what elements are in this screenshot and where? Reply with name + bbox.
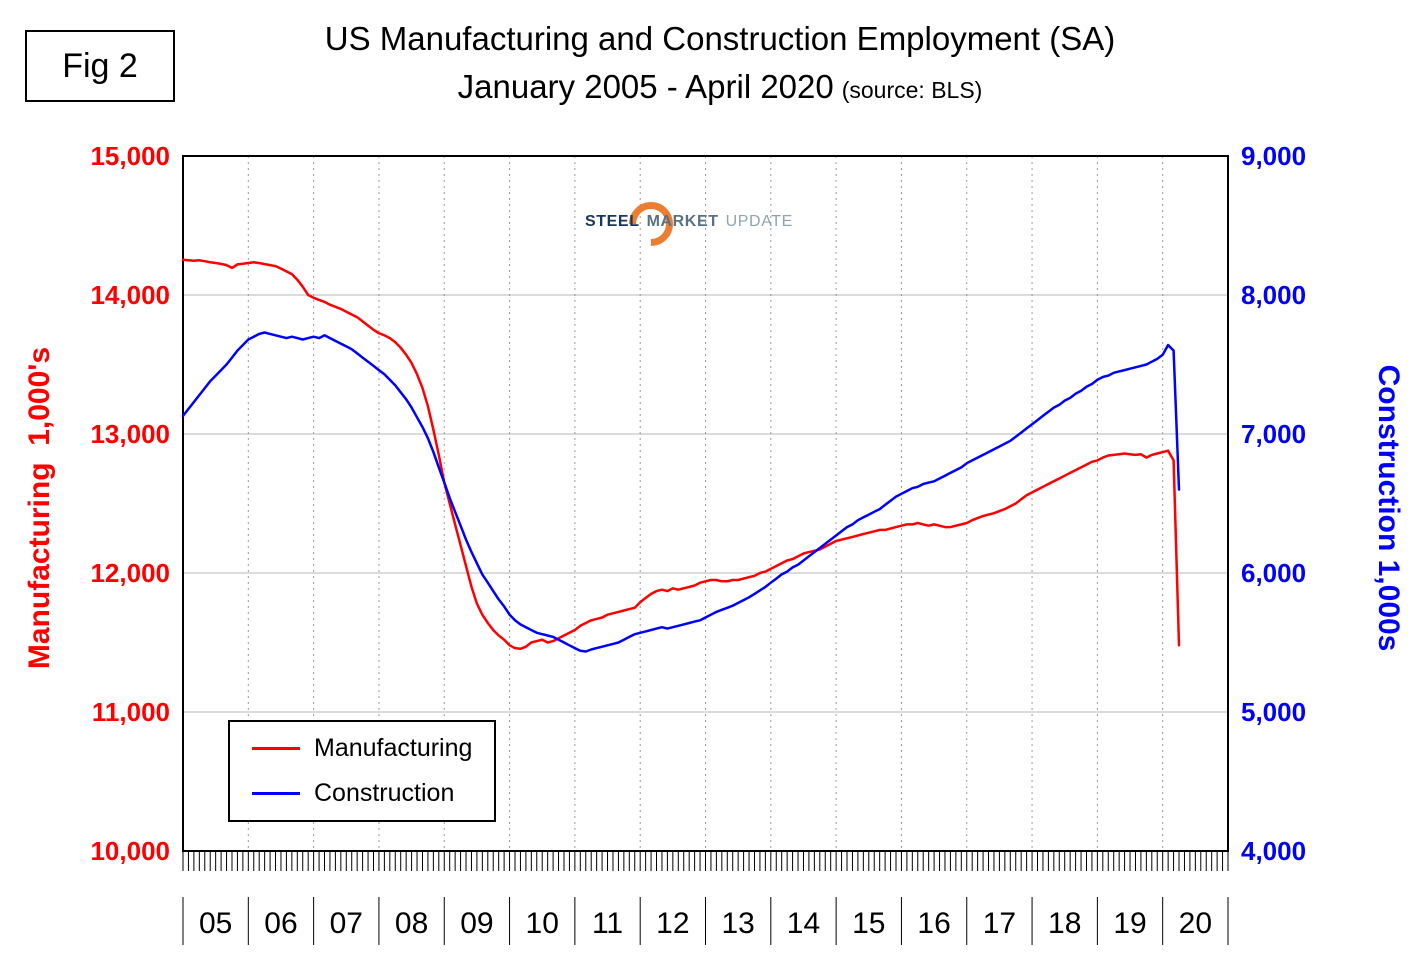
svg-text:18: 18: [1048, 907, 1081, 940]
logo-word-update: UPDATE: [725, 213, 793, 230]
svg-text:09: 09: [460, 907, 493, 940]
figure-label-box: Fig 2: [25, 30, 175, 102]
svg-text:13,000: 13,000: [90, 419, 170, 449]
svg-text:11,000: 11,000: [92, 697, 170, 727]
legend: Manufacturing Construction: [228, 720, 496, 822]
svg-text:15: 15: [852, 907, 885, 940]
manufacturing-line-sample: [252, 747, 300, 750]
svg-text:20: 20: [1179, 907, 1212, 940]
svg-text:6,000: 6,000: [1241, 558, 1306, 588]
chart-source: (source: BLS): [841, 77, 983, 103]
svg-text:15,000: 15,000: [90, 141, 170, 171]
svg-text:14: 14: [787, 907, 820, 940]
logo-word-steel: STEEL: [585, 213, 640, 230]
construction-line-sample: [252, 792, 300, 795]
logo-word-market: MARKET: [646, 213, 719, 230]
svg-text:10: 10: [526, 907, 559, 940]
svg-text:9,000: 9,000: [1241, 141, 1306, 171]
legend-item-manufacturing: Manufacturing: [252, 734, 494, 763]
svg-text:08: 08: [395, 907, 428, 940]
svg-text:17: 17: [983, 907, 1016, 940]
svg-text:4,000: 4,000: [1241, 836, 1306, 866]
svg-text:19: 19: [1113, 907, 1146, 940]
svg-text:14,000: 14,000: [90, 280, 170, 310]
svg-text:7,000: 7,000: [1241, 419, 1306, 449]
legend-label-construction: Construction: [314, 779, 455, 807]
svg-text:06: 06: [264, 907, 297, 940]
chart-title-block: US Manufacturing and Construction Employ…: [30, 20, 1410, 106]
chart-title-line1: US Manufacturing and Construction Employ…: [324, 20, 1116, 57]
svg-text:11: 11: [592, 907, 623, 940]
steel-market-update-logo: STEEL MARKET UPDATE: [585, 192, 793, 256]
legend-label-manufacturing: Manufacturing: [314, 734, 473, 762]
legend-item-construction: Construction: [252, 779, 494, 808]
svg-text:10,000: 10,000: [90, 836, 170, 866]
chart-title-daterange: January 2005 - April 2020: [457, 68, 834, 105]
left-axis-title: Manufacturing 1,000's: [23, 346, 56, 670]
right-axis-title: Construction 1,000s: [1372, 364, 1405, 652]
chart-title-line2: January 2005 - April 2020 (source: BLS): [30, 68, 1410, 106]
svg-text:13: 13: [721, 907, 754, 940]
figure-label: Fig 2: [62, 46, 138, 85]
svg-text:12,000: 12,000: [90, 558, 170, 588]
svg-text:05: 05: [199, 907, 232, 940]
svg-text:8,000: 8,000: [1241, 280, 1306, 310]
svg-text:5,000: 5,000: [1241, 697, 1306, 727]
svg-text:16: 16: [917, 907, 950, 940]
svg-text:07: 07: [330, 907, 363, 940]
svg-text:12: 12: [656, 907, 689, 940]
